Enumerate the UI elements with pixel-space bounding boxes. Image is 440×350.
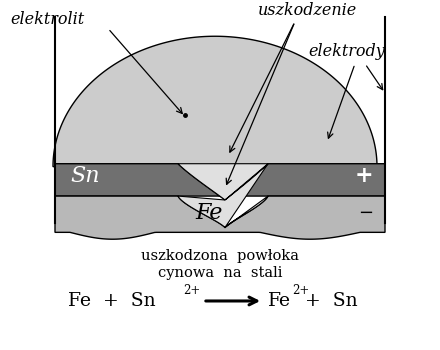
Text: Fe: Fe <box>268 292 291 310</box>
Text: 2+: 2+ <box>292 284 309 297</box>
Polygon shape <box>178 164 268 228</box>
Text: Sn: Sn <box>70 165 99 187</box>
Polygon shape <box>55 164 385 200</box>
Text: uszkodzenie: uszkodzenie <box>258 2 357 19</box>
Text: uszkodzona  powłoka: uszkodzona powłoka <box>141 249 299 263</box>
Text: Fe  +  Sn: Fe + Sn <box>68 292 156 310</box>
Text: Fe: Fe <box>195 202 222 224</box>
Polygon shape <box>53 36 377 167</box>
Text: cynowa  na  stali: cynowa na stali <box>158 266 282 280</box>
Text: elektrolit: elektrolit <box>10 12 84 28</box>
Text: +: + <box>355 165 374 187</box>
Text: 2+: 2+ <box>183 284 200 297</box>
Text: elektrody: elektrody <box>308 43 385 60</box>
Text: −: − <box>358 204 373 222</box>
Text: +  Sn: + Sn <box>305 292 358 310</box>
Polygon shape <box>55 196 385 239</box>
